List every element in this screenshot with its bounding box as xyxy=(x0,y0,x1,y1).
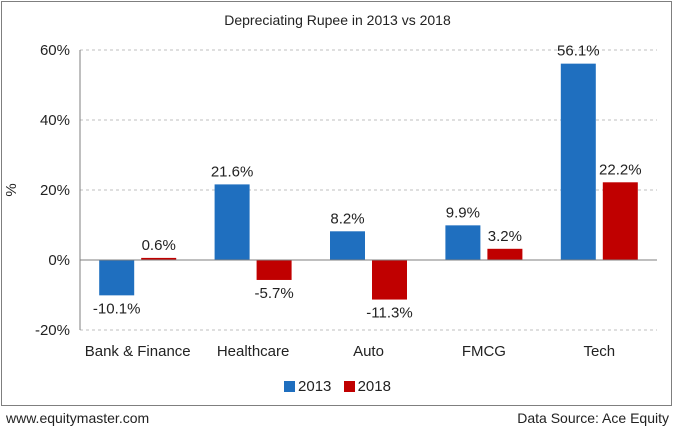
bar-2013-4 xyxy=(445,225,481,260)
data-label: -10.1% xyxy=(93,300,141,317)
bar-2018-4 xyxy=(487,248,523,260)
chart-frame xyxy=(1,1,672,406)
legend-label-2013: 2013 xyxy=(298,378,332,395)
x-tick-label: Healthcare xyxy=(217,343,290,360)
footer-website: www.equitymaster.com xyxy=(6,410,150,426)
legend-swatch-2013 xyxy=(284,381,296,392)
data-label: 22.2% xyxy=(599,161,642,178)
data-label: 3.2% xyxy=(488,228,522,245)
bar-2013-1 xyxy=(99,260,135,296)
y-tick-label: 20% xyxy=(40,182,70,199)
chart-title: Depreciating Rupee in 2013 vs 2018 xyxy=(224,12,451,28)
bar-2013-2 xyxy=(214,184,250,260)
data-label: 8.2% xyxy=(330,210,364,227)
bar-2018-3 xyxy=(372,260,407,300)
y-tick-label: -20% xyxy=(35,322,70,339)
footer-source: Data Source: Ace Equity xyxy=(517,410,669,426)
x-tick-label: Bank & Finance xyxy=(85,343,191,360)
data-label: 21.6% xyxy=(211,163,254,180)
data-label: 0.6% xyxy=(142,237,176,254)
legend-item-2018: 2018 xyxy=(343,378,391,395)
legend-swatch-2018 xyxy=(343,381,355,392)
data-label: 9.9% xyxy=(446,204,480,221)
bar-2018-5 xyxy=(602,182,638,260)
legend-label-2018: 2018 xyxy=(357,378,391,395)
x-tick-label: FMCG xyxy=(462,343,506,360)
data-label: 56.1% xyxy=(557,43,600,60)
y-tick-label: 40% xyxy=(40,112,70,129)
y-axis-label: % xyxy=(3,183,20,196)
data-label: -11.3% xyxy=(366,305,412,322)
x-tick-label: Auto xyxy=(353,343,384,360)
x-tick-label: Tech xyxy=(583,343,615,360)
bar-2018-2 xyxy=(256,260,292,280)
data-label: -5.7% xyxy=(255,285,294,302)
legend-item-2013: 2013 xyxy=(284,378,331,395)
bar-chart: -20% 0% 20% 40% 60%% -10.1% 0.6% Bank & Finance… xyxy=(3,42,657,360)
legend: 2013 2018 xyxy=(0,378,675,396)
y-tick-label: 0% xyxy=(48,252,70,269)
bar-2013-3 xyxy=(330,231,365,260)
y-tick-label: 60% xyxy=(40,42,70,59)
bar-2018-1 xyxy=(141,257,177,260)
bar-2013-5 xyxy=(560,63,596,261)
